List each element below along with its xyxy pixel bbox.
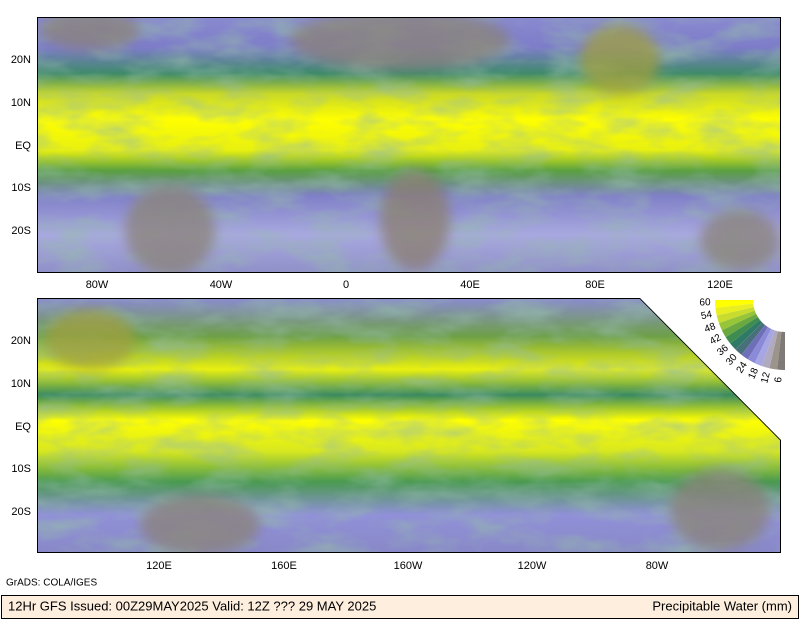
lon-label: 120E (146, 560, 172, 572)
lon-label: 80W (86, 279, 109, 291)
colorbar-segment (735, 322, 766, 355)
colorbar-segment (721, 313, 758, 338)
colorbar-label: 60 (699, 297, 711, 308)
colorbar-segment (747, 327, 772, 364)
lon-label: 80E (585, 279, 605, 291)
lat-label: EQ (15, 140, 31, 152)
lon-label: 40E (460, 279, 480, 291)
lat-label: 10S (11, 463, 31, 475)
colorbar-segment (761, 330, 778, 369)
colorbar-segment (777, 331, 785, 370)
colorbar-segment (718, 310, 757, 331)
lon-label: 160E (271, 560, 297, 572)
colorbar-segment (716, 307, 755, 324)
lon-label: 80W (646, 560, 669, 572)
footer-right: Precipitable Water (mm) (652, 598, 792, 613)
footer-bar (1, 595, 799, 619)
lon-label: 40W (210, 279, 233, 291)
colorbar-segment (754, 328, 775, 367)
credit: GrADS: COLA/IGES (6, 578, 97, 589)
lat-label: 20S (11, 506, 31, 518)
colorbar-segment (715, 303, 754, 316)
colorbar-label: 54 (700, 309, 713, 322)
lat-label: 10S (11, 182, 31, 194)
lat-label: 20N (11, 335, 31, 347)
lat-label: 10N (11, 97, 31, 109)
colorbar-label: 18 (747, 366, 762, 381)
land (45, 310, 770, 553)
colorbar-segment (725, 317, 760, 344)
lat-label: 10N (11, 378, 31, 390)
colorbar-label: 12 (759, 371, 772, 385)
lat-label: EQ (15, 421, 31, 433)
lon-label: 120W (518, 560, 547, 572)
colorbar-label: 48 (703, 321, 718, 335)
land (40, 17, 780, 273)
lat-label: 20S (11, 225, 31, 237)
lat-label: 20N (11, 54, 31, 66)
bottom-map (37, 298, 781, 553)
footer-left: 12Hr GFS Issued: 00Z29MAY2025 Valid: 12Z… (8, 598, 376, 613)
lon-label: 160W (394, 560, 423, 572)
colorbar-label: 6 (773, 376, 784, 383)
lon-label: 120E (707, 279, 733, 291)
colorbar-segment (730, 319, 763, 350)
colorbar-label: 42 (708, 332, 723, 347)
colorbar-segment (769, 331, 782, 370)
colorbar-segment (741, 325, 768, 360)
lon-label: 0 (343, 279, 349, 291)
top-map (37, 17, 781, 273)
colorbar-segment (715, 300, 754, 308)
